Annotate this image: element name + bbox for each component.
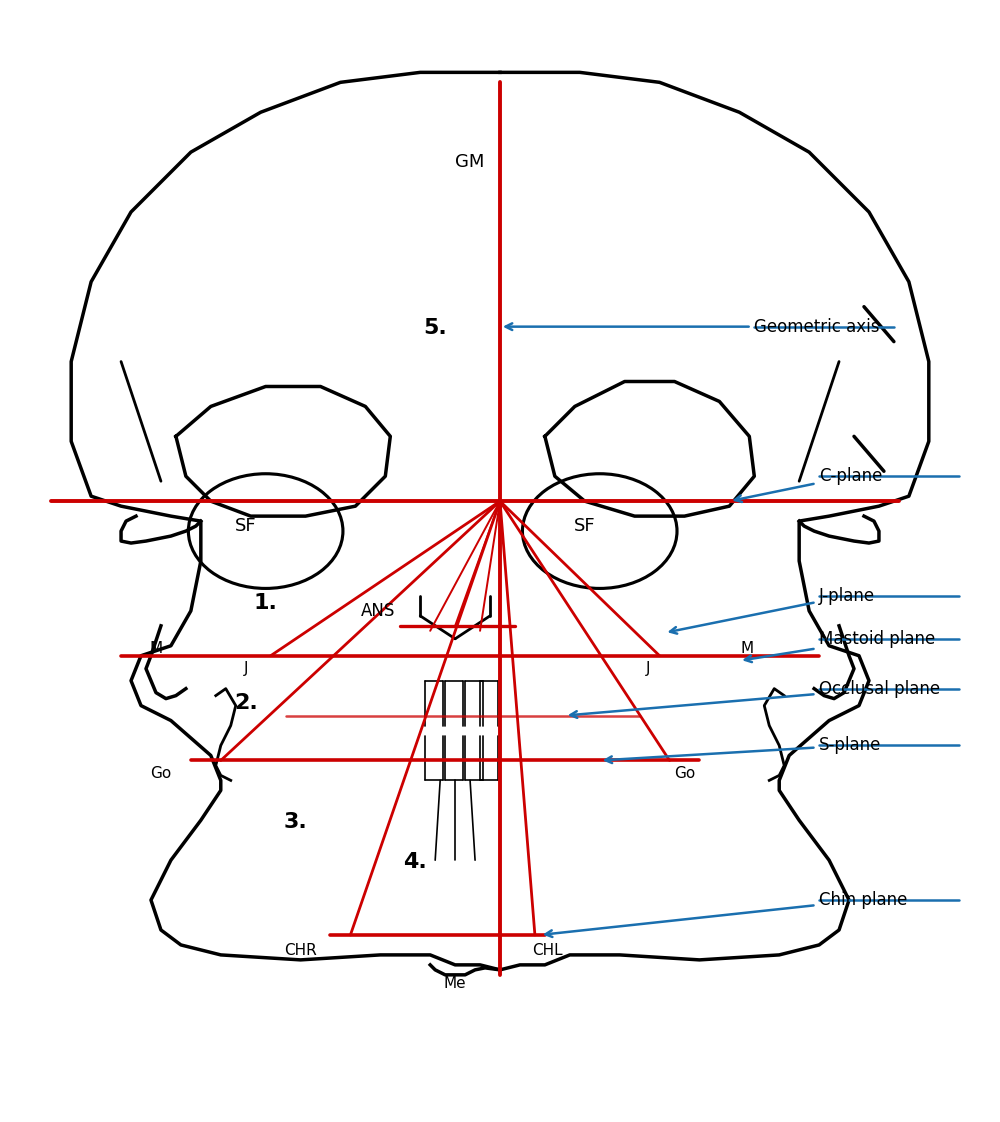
Text: Go: Go	[674, 766, 695, 781]
Text: M: M	[149, 641, 163, 655]
Text: 4.: 4.	[403, 852, 427, 872]
Text: 3.: 3.	[284, 812, 307, 833]
Text: 2.: 2.	[234, 692, 258, 712]
Text: CHL: CHL	[533, 942, 563, 958]
Text: J-plane: J-plane	[670, 587, 875, 634]
Text: Occlusal plane: Occlusal plane	[570, 680, 940, 718]
Text: J: J	[645, 661, 650, 675]
Text: J: J	[243, 661, 248, 675]
Text: Geometric axis: Geometric axis	[506, 318, 880, 335]
Text: SF: SF	[235, 517, 257, 535]
Text: 5.: 5.	[423, 318, 447, 338]
Text: GM: GM	[455, 153, 485, 171]
Text: CHR: CHR	[284, 942, 317, 958]
Text: Me: Me	[444, 976, 466, 991]
Text: Chin plane: Chin plane	[545, 891, 907, 937]
Text: S-plane: S-plane	[605, 736, 881, 763]
Text: M: M	[741, 641, 754, 655]
Text: SF: SF	[574, 517, 596, 535]
Text: Go: Go	[150, 766, 172, 781]
Text: C-plane: C-plane	[735, 467, 882, 502]
Text: Mastoid plane: Mastoid plane	[745, 629, 935, 662]
Text: 1.: 1.	[254, 592, 278, 613]
Text: ANS: ANS	[361, 601, 395, 619]
